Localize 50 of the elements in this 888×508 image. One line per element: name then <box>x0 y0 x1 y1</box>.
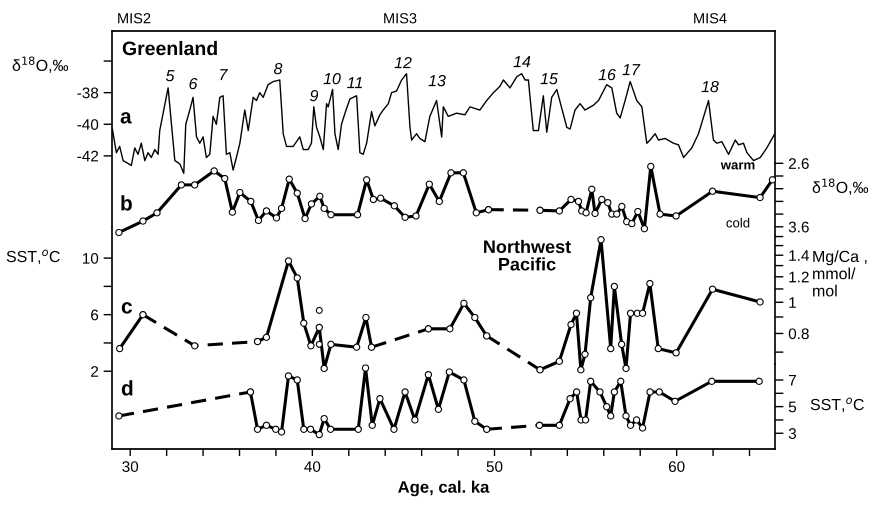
y-tick-label: -40 <box>77 119 98 130</box>
x-tick-label: 50 <box>486 461 502 472</box>
annotation: 6 <box>189 78 198 90</box>
annotation: 9 <box>310 90 318 102</box>
annotation: Greenland <box>122 40 217 56</box>
annotation: 12 <box>394 56 412 68</box>
annotation: cold <box>726 218 750 228</box>
annotation: d <box>122 380 132 396</box>
y-axis-title: δ$^{18}$O,‰ <box>12 56 68 73</box>
annotation: 14 <box>514 56 530 68</box>
x-tick-label: 30 <box>122 461 138 472</box>
y-tick-label: 10 <box>82 252 98 264</box>
y2-tick-label: 1 <box>789 297 796 308</box>
y2-tick-label: 1.2 <box>789 272 809 282</box>
y2-axis-title: δ$^{18}$O,‰ <box>812 178 868 195</box>
text: MIS3 <box>384 13 416 24</box>
y-tick-label: -42 <box>77 150 98 162</box>
annotation: 7 <box>220 69 228 80</box>
annotation: warm <box>720 162 754 170</box>
annotation: a <box>120 112 132 124</box>
x-axis-title: Age, cal. ka <box>398 480 490 496</box>
y2-tick-label: 3.6 <box>788 222 809 232</box>
annotation: 8 <box>274 62 282 74</box>
y-tick-label: 2 <box>91 366 98 377</box>
y-axis-title: SST,$^{o}$C <box>6 250 60 264</box>
annotation: 13 <box>428 74 446 86</box>
annotation: b <box>121 195 132 211</box>
annotation: 5 <box>166 70 174 82</box>
text: MIS4 <box>694 13 727 24</box>
x-tick-label: 60 <box>668 461 685 472</box>
annotation: 15 <box>540 73 558 84</box>
annotation: 16 <box>598 68 616 80</box>
annotation: c <box>122 302 132 314</box>
y2-tick-label: 5 <box>788 402 796 412</box>
annotation: Northwest Pacific <box>484 240 571 271</box>
text: MIS2 <box>118 13 150 24</box>
y2-tick-label: 0.8 <box>788 328 809 340</box>
y2-axis-title: Mg/Ca , mmol/ mol <box>813 250 866 296</box>
y2-tick-label: 3 <box>788 428 796 439</box>
annotation: 11 <box>347 77 362 88</box>
y2-tick-label: 1.4 <box>789 250 809 261</box>
annotation: 18 <box>702 80 719 92</box>
y2-tick-label: 2.6 <box>788 158 809 169</box>
annotation: 10 <box>324 72 341 84</box>
x-tick-label: 40 <box>304 461 320 472</box>
y2-axis-title: SST,$^{o}$C <box>810 398 864 412</box>
annotation: 17 <box>622 64 640 76</box>
y2-tick-label: 7 <box>788 375 796 386</box>
y-tick-label: 6 <box>91 310 98 320</box>
y-tick-label: -38 <box>77 88 98 98</box>
